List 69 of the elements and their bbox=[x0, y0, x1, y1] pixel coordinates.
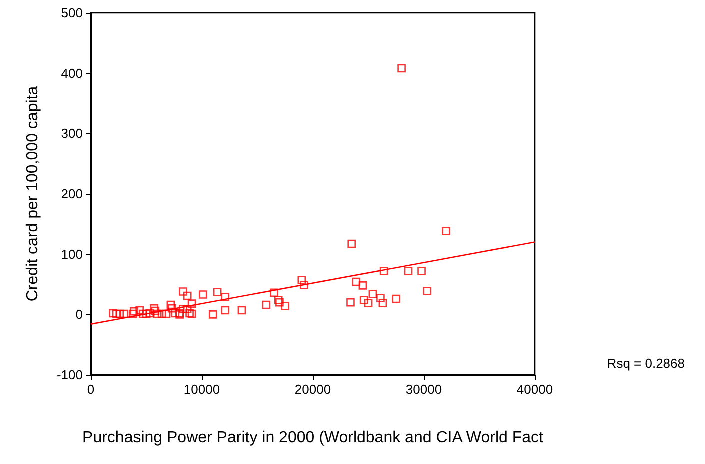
y-tick-label: 100 bbox=[61, 246, 83, 262]
point bbox=[418, 267, 426, 276]
point bbox=[398, 64, 406, 73]
y-tick-label: 200 bbox=[61, 186, 83, 202]
point bbox=[186, 309, 194, 318]
point bbox=[221, 306, 230, 315]
point bbox=[208, 310, 218, 319]
point bbox=[198, 290, 208, 299]
text: Rsq = 0.2868 bbox=[607, 356, 686, 371]
point bbox=[376, 294, 385, 303]
point bbox=[150, 304, 158, 313]
point bbox=[274, 296, 283, 304]
point bbox=[300, 280, 308, 290]
point bbox=[368, 290, 378, 298]
point bbox=[178, 288, 188, 296]
point bbox=[151, 306, 160, 316]
point bbox=[139, 310, 148, 318]
point bbox=[352, 278, 360, 286]
x-tick-label: 10000 bbox=[184, 382, 220, 397]
point bbox=[146, 309, 154, 318]
point bbox=[276, 298, 284, 307]
point bbox=[270, 288, 278, 298]
y-axis-title: Credit card per 100,000 capita bbox=[24, 86, 42, 302]
point bbox=[213, 288, 222, 296]
point bbox=[346, 298, 355, 307]
y-tick-label: 500 bbox=[61, 6, 83, 20]
x-tick-label: 20000 bbox=[294, 382, 332, 397]
point bbox=[153, 310, 162, 318]
y-tick-label: 300 bbox=[61, 126, 83, 142]
point bbox=[109, 309, 118, 318]
x-axis-title: Purchasing Power Parity in 2000 (Worldbank and CIA World Fact bbox=[82, 430, 544, 446]
point bbox=[378, 299, 388, 308]
x-tick-label: 0 bbox=[87, 382, 95, 397]
y-tick-label: 0 bbox=[76, 307, 83, 322]
point bbox=[116, 310, 124, 318]
x-tick-label: 40000 bbox=[516, 382, 554, 397]
point bbox=[360, 296, 368, 304]
point bbox=[120, 310, 128, 318]
point bbox=[162, 310, 171, 318]
point bbox=[262, 300, 271, 310]
point bbox=[423, 286, 432, 296]
point bbox=[136, 306, 144, 315]
point bbox=[171, 309, 180, 318]
point bbox=[392, 294, 400, 304]
point bbox=[178, 305, 188, 314]
point bbox=[238, 306, 246, 315]
point bbox=[166, 300, 176, 310]
point bbox=[130, 308, 138, 316]
point bbox=[158, 310, 166, 318]
point bbox=[281, 302, 290, 310]
point bbox=[380, 267, 388, 276]
point bbox=[112, 310, 121, 318]
point bbox=[404, 267, 413, 276]
point bbox=[348, 240, 356, 248]
point bbox=[188, 310, 196, 318]
point bbox=[298, 276, 306, 284]
point bbox=[168, 304, 176, 313]
point bbox=[183, 305, 192, 314]
point bbox=[364, 299, 373, 308]
point bbox=[221, 293, 230, 302]
point bbox=[188, 300, 196, 308]
y-tick-label: -100 bbox=[56, 368, 83, 382]
point bbox=[358, 282, 368, 290]
x-tick-label: 30000 bbox=[406, 382, 442, 397]
point bbox=[129, 310, 138, 318]
y-tick-label: 400 bbox=[61, 66, 83, 81]
point bbox=[142, 310, 151, 318]
point bbox=[442, 227, 450, 236]
point bbox=[183, 292, 192, 300]
